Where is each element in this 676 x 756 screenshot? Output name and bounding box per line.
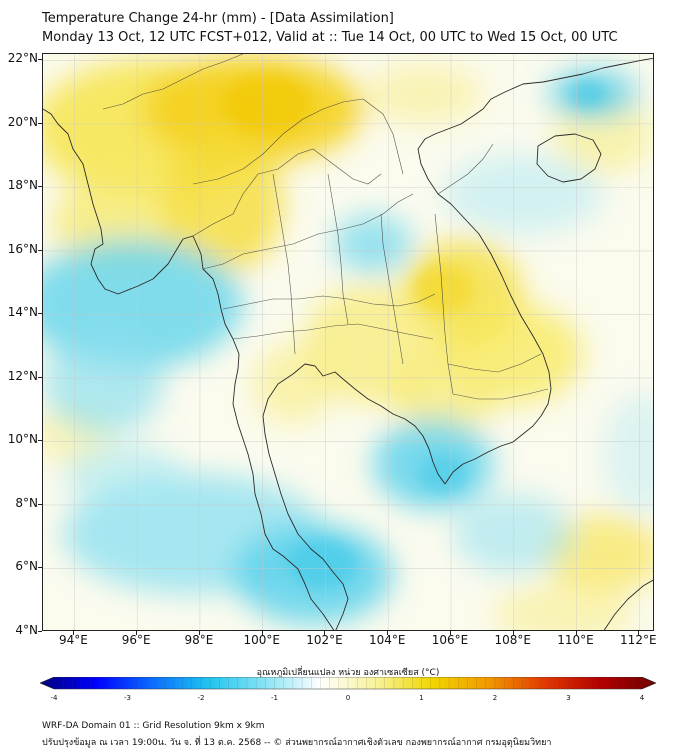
map-title: Temperature Change 24-hr (mm) - [Data As… — [42, 11, 394, 26]
lat-label: 12°N — [7, 368, 38, 383]
lat-tick — [38, 249, 42, 251]
lat-label: 14°N — [7, 305, 38, 320]
lon-label: 106°E — [431, 633, 469, 647]
lat-tick — [38, 440, 42, 442]
lon-label: 104°E — [368, 633, 406, 647]
lon-label: 94°E — [58, 633, 88, 647]
lon-tick — [638, 631, 640, 635]
lon-label: 100°E — [243, 633, 280, 647]
lat-tick — [38, 122, 42, 124]
lat-label: 4°N — [15, 623, 38, 637]
lat-label: 20°N — [7, 114, 38, 129]
lat-tick — [38, 59, 42, 61]
lon-tick — [73, 631, 75, 635]
lon-label: 110°E — [557, 633, 594, 647]
lon-label: 96°E — [121, 633, 151, 647]
lat-tick — [38, 631, 42, 632]
colorbar-tick-label: 2 — [492, 694, 498, 702]
lon-tick — [198, 631, 200, 635]
forecast-map — [42, 53, 654, 631]
lat-tick — [38, 503, 42, 505]
lon-tick — [136, 631, 138, 635]
lat-label: 22°N — [7, 51, 38, 66]
colorbar-tick-label: -2 — [197, 694, 205, 702]
coastlines — [43, 57, 653, 630]
lat-label: 18°N — [7, 178, 38, 193]
lat-tick — [38, 313, 42, 315]
lon-tick — [324, 631, 326, 635]
lon-label: 98°E — [184, 633, 214, 647]
colorbar-tick-label: 3 — [566, 694, 571, 702]
lon-label: 112°E — [620, 633, 657, 647]
lat-lon-grid — [43, 54, 653, 630]
footer-update-info: ปรับปรุงข้อมูล ณ เวลา 19:00น. วัน จ. ที่… — [42, 738, 552, 748]
map-subtitle: Monday 13 Oct, 12 UTC FCST+012, Valid at… — [42, 30, 618, 45]
colorbar-tick-label: -4 — [50, 694, 58, 702]
lat-label: 6°N — [15, 559, 38, 574]
footer-model-info: WRF-DA Domain 01 :: Grid Resolution 9km … — [42, 721, 265, 731]
lat-label: 10°N — [7, 432, 38, 447]
lat-tick — [38, 567, 42, 569]
colorbar-tick-label: 4 — [639, 694, 645, 702]
lon-label: 108°E — [494, 633, 532, 647]
colorbar-tick-label: -1 — [271, 694, 278, 702]
lon-tick — [387, 631, 389, 635]
colorbar-tick-label: -3 — [124, 694, 131, 702]
lon-tick — [450, 631, 451, 635]
colorbar-tick-label: 0 — [345, 694, 351, 702]
lat-label: 16°N — [7, 241, 38, 256]
lat-tick — [38, 186, 42, 188]
colorbar-tick-label: 1 — [419, 694, 424, 702]
lat-label: 8°N — [15, 495, 38, 510]
lon-tick — [575, 631, 577, 635]
province-borders — [102, 54, 549, 400]
lat-tick — [38, 376, 42, 378]
colorbar — [40, 677, 656, 690]
lon-tick — [512, 631, 514, 635]
lon-label: 102°E — [306, 633, 343, 647]
lon-tick — [261, 631, 263, 635]
colorbar-title: อุณหภูมิเปลี่ยนแปลง หน่วย องศาเซลเซียส (… — [256, 668, 440, 678]
